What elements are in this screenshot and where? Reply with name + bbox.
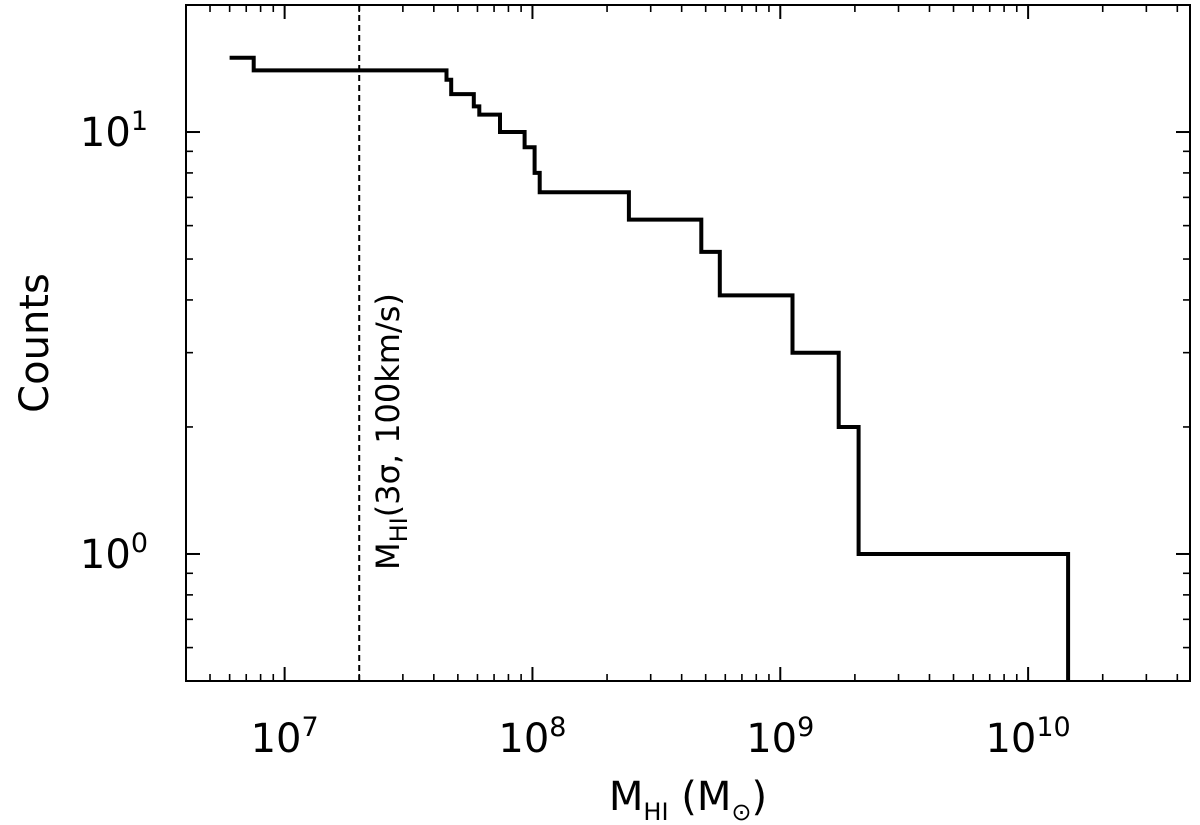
x-tick-label: 108 — [498, 712, 566, 762]
series-step-line — [229, 55, 1071, 681]
major-ticks — [186, 5, 1190, 681]
x-tick-label: 1010 — [985, 712, 1070, 762]
plot-frame — [185, 4, 1191, 682]
threshold-label: MHI(3σ, 100km/s) — [369, 293, 413, 570]
x-tick-labels: 107 108 109 1010 — [251, 712, 1071, 762]
x-tick-label: 107 — [251, 712, 319, 762]
x-tick-label: 109 — [746, 712, 814, 762]
x-axis-label: MHI (M⊙) — [609, 774, 767, 825]
y-tick-label: 101 — [80, 106, 148, 156]
y-tick-labels: 100 101 — [80, 106, 148, 578]
minor-ticks — [185, 4, 1190, 682]
y-tick-label: 100 — [80, 528, 148, 578]
y-axis-label: Counts — [12, 273, 58, 413]
